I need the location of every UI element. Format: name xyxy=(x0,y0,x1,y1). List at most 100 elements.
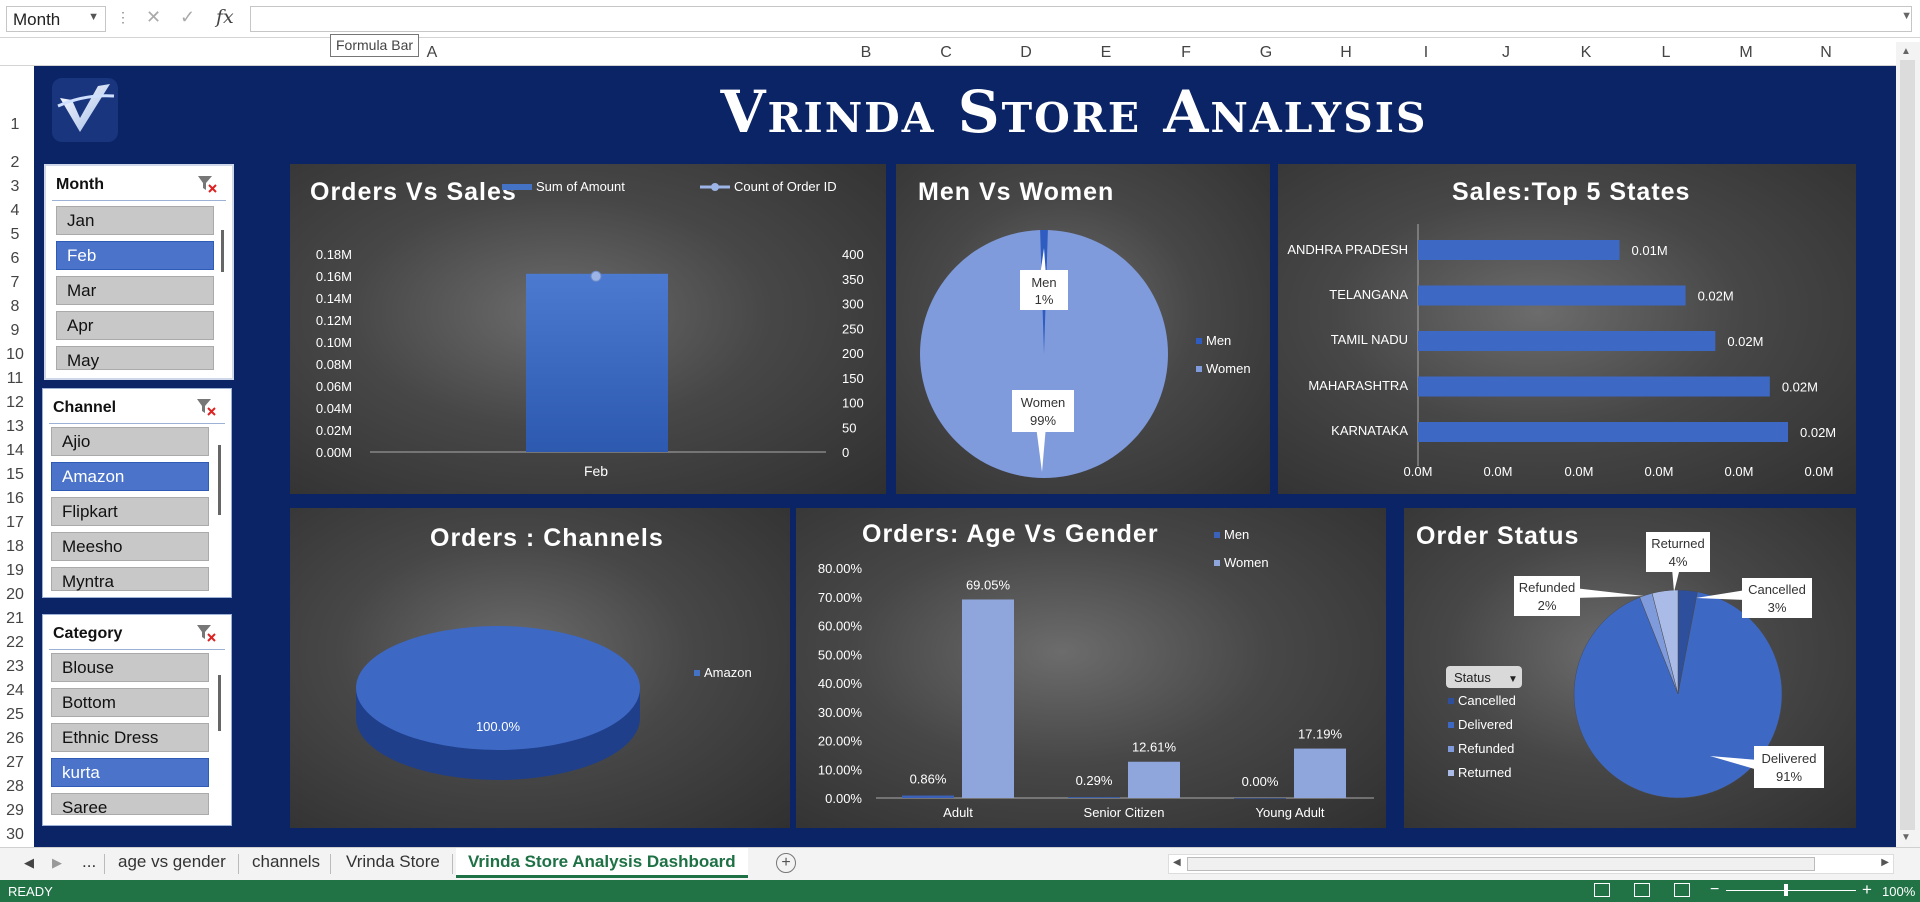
pie-slice-amazon[interactable] xyxy=(356,626,640,750)
check-icon[interactable]: ✓ xyxy=(180,7,196,27)
scroll-thumb[interactable] xyxy=(1900,60,1915,830)
row-header[interactable]: 29 xyxy=(6,802,24,819)
column-header[interactable]: A xyxy=(426,44,438,61)
zoom-slider-thumb[interactable] xyxy=(1784,884,1788,896)
zoom-level[interactable]: 100% xyxy=(1882,884,1916,899)
row-header[interactable]: 10 xyxy=(6,346,24,363)
row-header[interactable]: 8 xyxy=(10,298,20,315)
row-header[interactable]: 30 xyxy=(6,826,24,843)
slicer-item-saree[interactable]: Saree xyxy=(51,793,209,815)
pie-slice-returned[interactable] xyxy=(1651,589,1679,695)
row-header[interactable]: 25 xyxy=(6,706,24,723)
zoom-out-button[interactable]: − xyxy=(1710,881,1720,898)
chart-order-status[interactable]: Order Status Status ▼ Cancelled Delivere… xyxy=(1404,508,1856,828)
formula-input[interactable] xyxy=(250,6,1912,32)
slicer-item-jan[interactable]: Jan xyxy=(56,206,214,235)
column-header[interactable]: J xyxy=(1502,44,1510,61)
clear-filter-icon[interactable] xyxy=(195,397,217,417)
slicer-item-kurta[interactable]: kurta xyxy=(51,758,209,787)
bar-state[interactable] xyxy=(1418,376,1770,397)
bar-sum-of-amount[interactable] xyxy=(526,273,668,452)
slicer-item-amazon[interactable]: Amazon xyxy=(51,462,209,491)
slicer-scrollbar[interactable] xyxy=(218,445,221,515)
name-box[interactable]: Month ▼ xyxy=(6,6,106,32)
tab-vrinda-store-analysis-dashboard[interactable]: Vrinda Store Analysis Dashboard xyxy=(456,848,748,878)
column-header[interactable]: N xyxy=(1820,44,1832,61)
next-sheet-icon[interactable]: ▶ xyxy=(52,855,62,870)
row-header[interactable]: 26 xyxy=(6,730,24,747)
column-header[interactable]: E xyxy=(1100,44,1112,61)
vertical-scrollbar[interactable]: ▲ ▼ xyxy=(1896,42,1920,847)
row-header[interactable]: 3 xyxy=(10,178,20,195)
row-header[interactable]: 11 xyxy=(6,370,24,387)
cancel-icon[interactable]: ✕ xyxy=(146,7,162,27)
page-break-view-icon[interactable] xyxy=(1674,883,1690,897)
bar-men[interactable] xyxy=(1068,797,1120,798)
row-header[interactable]: 21 xyxy=(6,610,24,627)
bar-women[interactable] xyxy=(1128,761,1180,798)
slicer-item-bottom[interactable]: Bottom xyxy=(51,688,209,717)
row-header[interactable]: 24 xyxy=(6,682,24,699)
column-header[interactable]: H xyxy=(1340,44,1352,61)
row-header[interactable]: 6 xyxy=(10,250,20,267)
column-header[interactable]: L xyxy=(1661,44,1671,61)
column-header[interactable]: C xyxy=(940,44,952,61)
horizontal-scrollbar[interactable]: ◀ ▶ xyxy=(1168,854,1894,874)
page-layout-view-icon[interactable] xyxy=(1634,883,1650,897)
slicer-category[interactable]: Category Blouse Bottom Ethnic Dress kurt… xyxy=(42,614,232,826)
bar-men[interactable] xyxy=(902,795,954,798)
row-header[interactable]: 20 xyxy=(6,586,24,603)
row-header[interactable]: 13 xyxy=(6,418,24,435)
row-header[interactable]: 1 xyxy=(10,116,20,133)
row-header[interactable]: 5 xyxy=(10,226,20,243)
row-header[interactable]: 23 xyxy=(6,658,24,675)
scroll-thumb[interactable] xyxy=(1187,857,1815,871)
tab-more[interactable]: ... xyxy=(82,852,97,871)
zoom-in-button[interactable]: + xyxy=(1862,880,1872,899)
bar-state[interactable] xyxy=(1418,240,1620,260)
slicer-item-ajio[interactable]: Ajio xyxy=(51,427,209,456)
tab-vrinda-store[interactable]: Vrinda Store xyxy=(346,852,440,871)
column-header[interactable]: K xyxy=(1580,44,1592,61)
normal-view-icon[interactable] xyxy=(1594,883,1610,897)
row-header[interactable]: 15 xyxy=(6,466,24,483)
slicer-item-ethnic-dress[interactable]: Ethnic Dress xyxy=(51,723,209,752)
tab-age-vs-gender[interactable]: age vs gender xyxy=(118,852,226,871)
tab-channels[interactable]: channels xyxy=(252,852,321,871)
slicer-item-feb[interactable]: Feb xyxy=(56,241,214,270)
point-count-of-order-id[interactable] xyxy=(590,270,602,282)
clear-filter-icon[interactable] xyxy=(196,174,218,194)
bar-state[interactable] xyxy=(1418,422,1788,442)
row-header[interactable]: 4 xyxy=(10,202,20,219)
column-header[interactable]: D xyxy=(1020,44,1032,61)
column-header[interactable]: F xyxy=(1181,44,1191,61)
bar-women[interactable] xyxy=(1294,748,1346,798)
slicer-item-mar[interactable]: Mar xyxy=(56,276,214,305)
row-header[interactable]: 2 xyxy=(10,154,20,171)
chevron-down-icon[interactable]: ▼ xyxy=(88,11,99,23)
scroll-down-icon[interactable]: ▼ xyxy=(1901,832,1911,843)
row-header[interactable]: 12 xyxy=(6,394,24,411)
scroll-left-icon[interactable]: ◀ xyxy=(1173,857,1181,868)
slicer-channel[interactable]: Channel Ajio Amazon Flipkart Meesho Mynt… xyxy=(42,388,232,598)
pie-slice-delivered[interactable] xyxy=(1573,591,1783,799)
column-header[interactable]: G xyxy=(1259,44,1273,61)
bar-state[interactable] xyxy=(1418,285,1686,306)
slicer-item-may[interactable]: May xyxy=(56,346,214,370)
row-header[interactable]: 22 xyxy=(6,634,24,651)
chart-orders-vs-sales[interactable]: Orders Vs Sales Sum of Amount Count of O… xyxy=(290,164,886,494)
chevron-down-icon[interactable]: ▼ xyxy=(1508,674,1518,685)
row-header[interactable]: 18 xyxy=(6,538,24,555)
slicer-item-apr[interactable]: Apr xyxy=(56,311,214,340)
chart-men-vs-women[interactable]: Men Vs Women Men 1% Women 99% Men Women xyxy=(896,164,1270,494)
scroll-right-icon[interactable]: ▶ xyxy=(1881,857,1889,868)
slicer-item-flipkart[interactable]: Flipkart xyxy=(51,497,209,526)
clear-filter-icon[interactable] xyxy=(195,623,217,643)
row-header[interactable]: 14 xyxy=(6,442,24,459)
row-header[interactable]: 28 xyxy=(6,778,24,795)
row-header[interactable]: 17 xyxy=(6,514,24,531)
slicer-item-myntra[interactable]: Myntra xyxy=(51,567,209,591)
chart-top-states[interactable]: Sales:Top 5 States ANDHRA PRADESH TELANG… xyxy=(1278,164,1856,494)
column-header[interactable]: M xyxy=(1739,44,1753,61)
expand-formula-bar-icon[interactable]: ▼ xyxy=(1901,10,1912,22)
